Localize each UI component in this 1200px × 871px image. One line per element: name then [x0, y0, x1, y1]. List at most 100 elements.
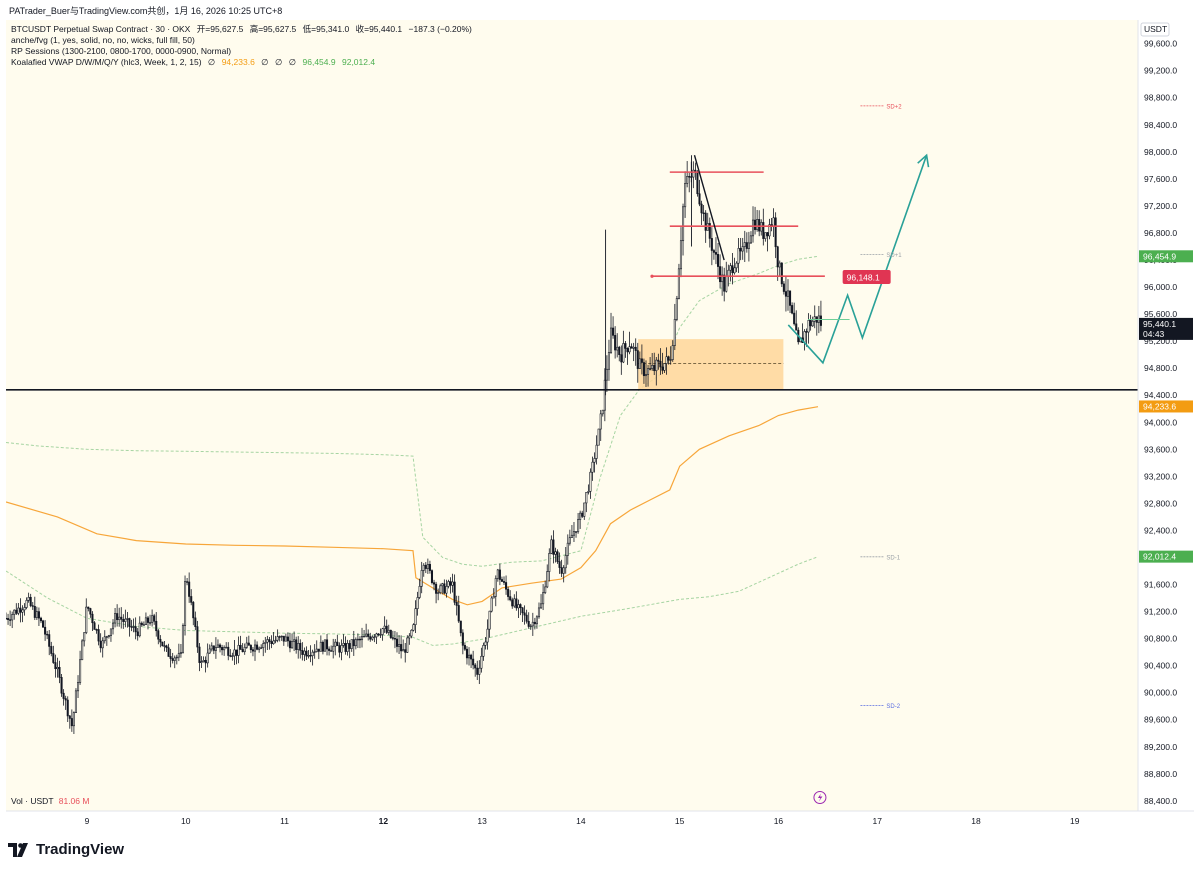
candle-body: [632, 346, 635, 349]
candle-body: [408, 635, 411, 639]
candle-body: [591, 461, 594, 473]
candle-body: [636, 350, 639, 369]
candle-body: [91, 613, 94, 624]
candle-body: [500, 579, 503, 582]
candle-body: [478, 667, 481, 675]
candle-body: [70, 718, 73, 727]
price-tick-label: 98,800.0: [1144, 93, 1177, 103]
brand-name: TradingView: [36, 841, 125, 858]
candle-body: [430, 570, 434, 583]
axis-layer: SD+2 SD+1 SD-1 SD-2 USDT 99,600.0 99,200.0 98,8…: [6, 20, 1194, 829]
candle-body: [136, 631, 139, 637]
price-tag-upper_band: [1139, 250, 1193, 263]
high-label: 高: [249, 24, 259, 34]
candle-body: [309, 655, 312, 657]
drawing-layer[interactable]: [6, 153, 1138, 391]
trend-line[interactable]: [693, 155, 725, 261]
candle-body: [101, 640, 104, 649]
candle-body: [455, 602, 458, 606]
change-value: −187.3 (−0.20%): [408, 24, 472, 34]
band-label: SD+1: [886, 253, 902, 259]
candle-body: [723, 274, 726, 292]
candle-body: [307, 655, 310, 657]
price-tick-label: 90,400.0: [1144, 661, 1177, 671]
candle-body: [653, 364, 656, 372]
chart-frame[interactable]: SD+2 SD+1 SD-1 SD-2 USDT 99,600.0 99,200.0 98,8…: [4, 20, 1194, 829]
candle-body: [437, 592, 440, 594]
candle-body: [614, 335, 617, 351]
candle-body: [416, 597, 419, 609]
candle-body: [688, 176, 691, 178]
candle-body: [533, 621, 536, 625]
candle-body: [340, 645, 343, 653]
lightning-icon[interactable]: [813, 790, 827, 804]
candle-body: [97, 629, 100, 642]
candle-body: [714, 252, 717, 255]
candle-body: [805, 331, 808, 333]
indicator-rp-sessions[interactable]: RP Sessions (1300-2100, 0800-1700, 0000-…: [11, 46, 232, 56]
candle-body: [105, 636, 108, 638]
candle-body: [540, 603, 543, 609]
candle-body: [328, 648, 331, 651]
candle-body: [758, 219, 761, 232]
volume-legend[interactable]: Vol · USDT 81.06 M: [11, 796, 89, 806]
candle-body: [519, 604, 522, 609]
candle-body: [669, 359, 672, 361]
candle-body: [731, 265, 734, 274]
candle-body: [387, 629, 390, 633]
price-tick-label: 95,600.0: [1144, 309, 1177, 319]
candle-body: [247, 642, 250, 646]
candle-body: [27, 596, 30, 601]
candle-body: [459, 620, 462, 634]
indicator-fvg[interactable]: anche/fvg (1, yes, solid, no, no, wicks,…: [11, 35, 195, 45]
candle-body: [655, 359, 658, 372]
candle-body: [21, 609, 24, 613]
candle-body: [282, 635, 285, 642]
candle-body: [58, 667, 61, 678]
chart-canvas[interactable]: SD+2 SD+1 SD-1 SD-2 USDT 99,600.0 99,200.0 98,8…: [4, 20, 1194, 829]
unit-box[interactable]: [1140, 22, 1170, 37]
candle-body: [68, 715, 71, 719]
candle-body: [241, 649, 244, 653]
candle-body: [634, 346, 637, 351]
candle-body: [251, 649, 254, 652]
candle-body: [686, 176, 689, 184]
candle-body: [303, 650, 306, 655]
candle-body: [132, 626, 135, 628]
candle-body: [443, 583, 446, 594]
candle-body: [218, 644, 222, 648]
candle-body: [562, 567, 565, 574]
vwap-line: [5, 406, 819, 606]
time-tick-label: 18: [971, 816, 981, 826]
time-tick-label: 17: [872, 816, 882, 826]
candle-body: [179, 651, 182, 654]
candle-body: [95, 629, 98, 631]
time-tick-label: 15: [675, 816, 685, 826]
candle-body: [52, 653, 55, 663]
time-tick-label: 9: [85, 816, 90, 826]
candle-body: [149, 622, 152, 624]
candle-body: [445, 586, 448, 594]
candle-body: [682, 206, 685, 242]
candle-body: [684, 183, 687, 208]
candle-body: [175, 656, 178, 659]
symbol-line[interactable]: BTCUSDT Perpetual Swap Contract · 30 · O…: [11, 24, 472, 35]
candle-body: [607, 352, 610, 370]
candle-body: [509, 596, 512, 601]
candle-body: [64, 698, 67, 701]
price-tick-label: 89,200.0: [1144, 742, 1177, 752]
candle-body: [124, 618, 127, 622]
candle-body: [323, 639, 327, 652]
candle-body: [334, 641, 337, 647]
candle-body: [256, 644, 259, 650]
price-axis-unit[interactable]: USDT: [1144, 24, 1167, 34]
candle-body: [202, 660, 205, 662]
price-tag-layer: 95,440.104:43 96,454.9 94,233.6 92,012.4 96,…: [842, 250, 1193, 563]
candle-body: [93, 622, 96, 630]
symbol-title[interactable]: BTCUSDT Perpetual Swap Contract · 30 · O…: [11, 24, 191, 34]
candle-body: [270, 641, 273, 644]
candle-body: [675, 298, 678, 320]
candle-body: [161, 641, 164, 647]
candle-body: [735, 262, 738, 269]
indicator-vwap[interactable]: Koalafied VWAP D/W/M/Q/Y (hlc3, Week, 1,…: [11, 57, 472, 68]
